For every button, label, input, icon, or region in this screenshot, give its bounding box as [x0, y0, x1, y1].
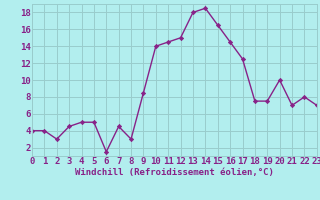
X-axis label: Windchill (Refroidissement éolien,°C): Windchill (Refroidissement éolien,°C) [75, 168, 274, 177]
